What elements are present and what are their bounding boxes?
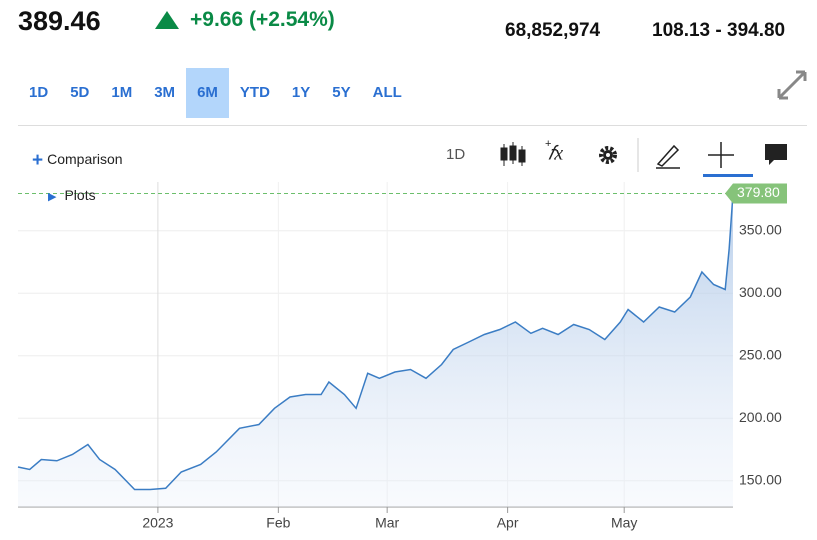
range-button[interactable]: 5Y	[332, 84, 351, 101]
comparison-label: Comparison	[47, 151, 123, 167]
settings-icon[interactable]	[599, 146, 617, 164]
range-button[interactable]: ALL	[372, 84, 402, 101]
52-week-range: 108.13 - 394.80	[652, 20, 786, 41]
plots-label: Plots	[64, 187, 96, 203]
price-line	[17, 193, 734, 491]
interval-button[interactable]: 1D	[446, 146, 466, 163]
x-tick-label: Apr	[497, 515, 519, 531]
comparison-button[interactable]: + Comparison	[32, 150, 123, 171]
range-button[interactable]: YTD	[239, 84, 270, 101]
last-price: 389.46	[18, 6, 101, 36]
range-button[interactable]: 1Y	[291, 84, 311, 101]
x-tick-label: May	[611, 515, 637, 531]
comment-icon[interactable]	[765, 144, 787, 165]
volume: 68,852,974	[505, 20, 601, 41]
price-area	[18, 193, 733, 507]
active-tool	[703, 174, 753, 177]
y-tick-label: 200.00	[739, 409, 782, 425]
y-tick-label: 350.00	[739, 221, 782, 237]
range-button[interactable]: 1M	[111, 84, 133, 101]
function-icon-plus: +	[545, 138, 551, 150]
toolbar-icons: 𝑓x +	[500, 138, 787, 177]
y-tick-label: 250.00	[739, 346, 782, 362]
y-tick-label: 300.00	[739, 284, 782, 300]
range-button[interactable]: 5D	[70, 84, 90, 101]
x-tick-label: Mar	[375, 515, 399, 531]
up-arrow	[155, 11, 179, 29]
expand-button[interactable]	[775, 68, 809, 102]
range-selector: 1D 5D 1M 3M 6M YTD 1Y 5Y ALL	[18, 68, 413, 118]
range-button[interactable]: 6M	[186, 68, 229, 118]
function-icon[interactable]: 𝑓x	[548, 143, 563, 165]
last-price-label: 379.80	[737, 184, 780, 200]
range-button[interactable]: 1D	[29, 84, 49, 101]
crosshair-icon[interactable]	[708, 142, 734, 168]
x-tick-label: Feb	[266, 515, 290, 531]
range-button[interactable]: 3M	[154, 84, 176, 101]
divider	[18, 125, 807, 126]
y-tick-label: 150.00	[739, 471, 782, 487]
draw-icon[interactable]	[656, 144, 680, 169]
last-price-tag	[725, 183, 787, 204]
plots-toggle[interactable]: ▶ Plots	[48, 187, 96, 203]
x-tick-label: 2023	[142, 515, 173, 531]
candles-icon[interactable]	[500, 142, 526, 166]
price-change: +9.66 (+2.54%)	[190, 8, 335, 31]
